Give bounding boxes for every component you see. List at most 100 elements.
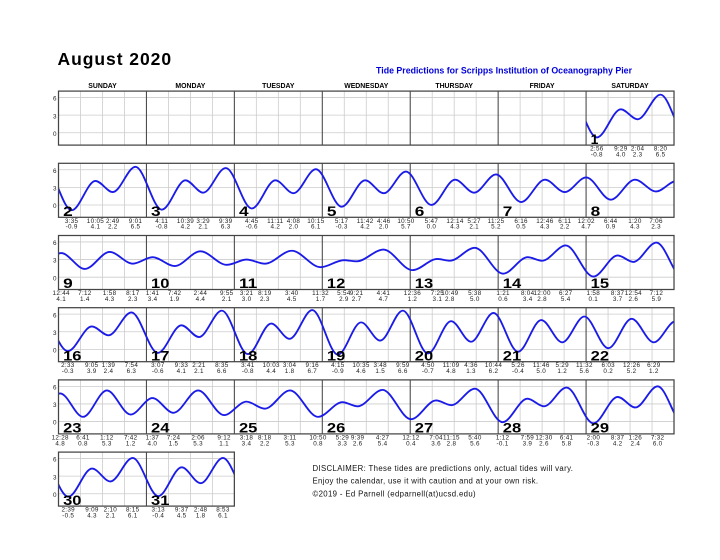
svg-text:5.7: 5.7 bbox=[401, 224, 411, 231]
svg-text:5:27: 5:27 bbox=[467, 218, 481, 225]
svg-text:3: 3 bbox=[53, 113, 57, 120]
svg-text:5:26: 5:26 bbox=[511, 362, 525, 369]
svg-text:0.5: 0.5 bbox=[516, 224, 526, 231]
svg-text:6: 6 bbox=[415, 203, 425, 219]
svg-text:1.8: 1.8 bbox=[285, 368, 295, 375]
svg-text:1:58: 1:58 bbox=[587, 290, 601, 297]
svg-text:2.6: 2.6 bbox=[353, 440, 363, 447]
svg-text:DISCLAIMER: These tides are pr: DISCLAIMER: These tides are predictions … bbox=[313, 464, 574, 473]
svg-text:4.3: 4.3 bbox=[630, 224, 640, 231]
svg-text:14: 14 bbox=[503, 275, 522, 291]
svg-text:24: 24 bbox=[151, 420, 170, 436]
svg-text:6.5: 6.5 bbox=[131, 224, 141, 231]
svg-text:10:50: 10:50 bbox=[309, 434, 326, 441]
svg-text:0.6: 0.6 bbox=[498, 296, 508, 303]
svg-text:9:12: 9:12 bbox=[217, 434, 231, 441]
svg-text:7:04: 7:04 bbox=[429, 434, 443, 441]
svg-text:3:41: 3:41 bbox=[241, 362, 255, 369]
svg-text:4.3: 4.3 bbox=[450, 224, 460, 231]
svg-text:0.8: 0.8 bbox=[313, 440, 323, 447]
svg-text:9:01: 9:01 bbox=[129, 218, 143, 225]
svg-text:1:20: 1:20 bbox=[628, 218, 642, 225]
svg-text:4.0: 4.0 bbox=[616, 152, 626, 159]
svg-text:10:44: 10:44 bbox=[485, 362, 502, 369]
svg-text:12:54: 12:54 bbox=[625, 290, 642, 297]
svg-text:12:30: 12:30 bbox=[535, 434, 552, 441]
svg-text:3:48: 3:48 bbox=[373, 362, 387, 369]
svg-text:3.9: 3.9 bbox=[87, 368, 97, 375]
svg-text:2:39: 2:39 bbox=[61, 507, 75, 514]
svg-text:-0.6: -0.6 bbox=[246, 224, 258, 231]
svg-text:6:11: 6:11 bbox=[558, 218, 571, 225]
svg-text:4:11: 4:11 bbox=[155, 218, 168, 225]
svg-text:27: 27 bbox=[415, 420, 434, 436]
svg-text:6.2: 6.2 bbox=[489, 368, 499, 375]
svg-text:16: 16 bbox=[63, 347, 82, 363]
svg-text:8:18: 8:18 bbox=[258, 434, 272, 441]
svg-text:3: 3 bbox=[53, 330, 57, 337]
svg-text:Enjoy the calendar, use it wit: Enjoy the calendar, use it with caution … bbox=[313, 477, 539, 486]
svg-text:17: 17 bbox=[151, 347, 170, 363]
svg-text:0: 0 bbox=[53, 347, 57, 354]
svg-text:1.9: 1.9 bbox=[170, 296, 180, 303]
svg-text:2:04: 2:04 bbox=[631, 146, 645, 153]
svg-text:2:10: 2:10 bbox=[104, 507, 118, 514]
svg-text:2:56: 2:56 bbox=[590, 146, 604, 153]
svg-text:8:04: 8:04 bbox=[521, 290, 535, 297]
svg-text:6.5: 6.5 bbox=[656, 152, 666, 159]
svg-text:4.3: 4.3 bbox=[105, 296, 115, 303]
svg-text:4.7: 4.7 bbox=[379, 296, 389, 303]
svg-text:5: 5 bbox=[327, 203, 337, 219]
svg-text:8:37: 8:37 bbox=[611, 290, 625, 297]
svg-text:19: 19 bbox=[327, 347, 346, 363]
svg-text:1.4: 1.4 bbox=[80, 296, 90, 303]
svg-text:11:32: 11:32 bbox=[576, 362, 593, 369]
svg-text:3.3: 3.3 bbox=[338, 440, 348, 447]
svg-text:3: 3 bbox=[53, 402, 57, 409]
svg-text:5.6: 5.6 bbox=[580, 368, 590, 375]
svg-text:12:02: 12:02 bbox=[578, 218, 595, 225]
svg-text:2.2: 2.2 bbox=[560, 224, 570, 231]
svg-text:7:12: 7:12 bbox=[650, 290, 664, 297]
svg-text:-0.4: -0.4 bbox=[512, 368, 524, 375]
svg-text:2.4: 2.4 bbox=[104, 368, 114, 375]
svg-text:0: 0 bbox=[53, 131, 57, 138]
svg-text:3:35: 3:35 bbox=[65, 218, 79, 225]
svg-text:4: 4 bbox=[239, 203, 249, 219]
svg-text:8:35: 8:35 bbox=[215, 362, 229, 369]
svg-text:5.9: 5.9 bbox=[652, 296, 662, 303]
svg-text:MONDAY: MONDAY bbox=[175, 83, 205, 90]
svg-text:2.1: 2.1 bbox=[198, 224, 208, 231]
svg-text:2:33: 2:33 bbox=[61, 362, 75, 369]
svg-text:6.3: 6.3 bbox=[221, 224, 231, 231]
svg-text:6: 6 bbox=[53, 96, 57, 103]
svg-text:5:40: 5:40 bbox=[468, 434, 482, 441]
svg-text:3:40: 3:40 bbox=[285, 290, 299, 297]
svg-text:7:12: 7:12 bbox=[78, 290, 92, 297]
svg-text:3.6: 3.6 bbox=[431, 440, 441, 447]
svg-text:9:05: 9:05 bbox=[85, 362, 99, 369]
svg-text:4.4: 4.4 bbox=[196, 296, 206, 303]
svg-text:5:54: 5:54 bbox=[337, 290, 351, 297]
svg-text:13: 13 bbox=[415, 275, 434, 291]
svg-text:-0.5: -0.5 bbox=[62, 513, 74, 520]
svg-text:1:39: 1:39 bbox=[102, 362, 116, 369]
svg-text:5:17: 5:17 bbox=[335, 218, 349, 225]
svg-text:10:03: 10:03 bbox=[263, 362, 280, 369]
svg-text:3:18: 3:18 bbox=[240, 434, 254, 441]
svg-text:11:46: 11:46 bbox=[533, 362, 550, 369]
svg-text:6.7: 6.7 bbox=[307, 368, 317, 375]
svg-text:4.0: 4.0 bbox=[148, 440, 158, 447]
svg-text:6:41: 6:41 bbox=[560, 434, 574, 441]
svg-text:1:41: 1:41 bbox=[146, 290, 160, 297]
svg-text:5.0: 5.0 bbox=[470, 296, 480, 303]
svg-text:THURSDAY: THURSDAY bbox=[435, 83, 473, 90]
svg-text:8:15: 8:15 bbox=[126, 507, 140, 514]
svg-text:2.1: 2.1 bbox=[106, 513, 116, 520]
svg-text:5.0: 5.0 bbox=[536, 368, 546, 375]
svg-text:4.3: 4.3 bbox=[87, 513, 97, 520]
svg-text:4:46: 4:46 bbox=[377, 218, 391, 225]
svg-text:-0.4: -0.4 bbox=[152, 513, 164, 520]
svg-text:6:41: 6:41 bbox=[76, 434, 90, 441]
svg-text:6: 6 bbox=[53, 457, 57, 464]
